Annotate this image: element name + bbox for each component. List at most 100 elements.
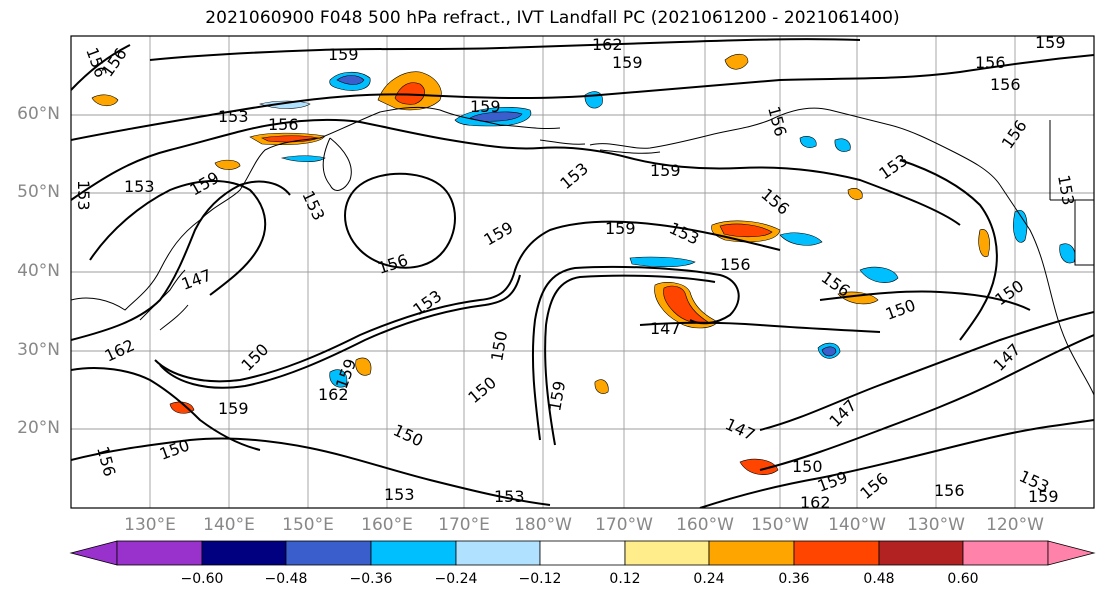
contour-label: 159 xyxy=(650,161,681,180)
lon-label-160e: 160°E xyxy=(361,515,413,535)
lon-label-180w: 180°W xyxy=(514,515,572,535)
contour-label: 159 xyxy=(218,399,249,418)
contour-label: 153 xyxy=(74,180,93,211)
colorbar-bin xyxy=(201,540,287,566)
contour-label: 156 xyxy=(934,481,965,500)
contour-label: 156 xyxy=(975,53,1006,72)
colorbar-bin xyxy=(878,540,964,566)
lat-label-60n: 60°N xyxy=(17,104,60,124)
contour-jet-2 xyxy=(154,220,781,383)
patch-blue-rockies1 xyxy=(1013,210,1028,243)
contour-label: 159 xyxy=(481,218,517,250)
contour-label: 153 xyxy=(556,159,592,193)
colorbar-tick-label: 0.12 xyxy=(609,571,641,587)
colorbar-bin xyxy=(116,540,203,566)
patch-lightblue-n xyxy=(259,100,311,109)
contour-150-sse xyxy=(759,334,1094,471)
contour-label: 156 xyxy=(764,104,790,138)
contour-label: 159 xyxy=(187,168,223,200)
contour-label: 156 xyxy=(93,444,119,478)
colorbar-tick-label: −0.12 xyxy=(518,571,562,587)
contour-label: 159 xyxy=(605,219,636,238)
contour-label: 159 xyxy=(328,45,359,64)
colorbar-tick-label: 0.24 xyxy=(693,571,725,587)
colorbar-bin xyxy=(455,540,541,566)
patch-navy-bering xyxy=(469,111,523,122)
contour-label: 159 xyxy=(545,379,569,412)
contour-153-arc xyxy=(89,180,267,296)
asia-coast xyxy=(71,106,561,311)
lon-label-150w: 150°W xyxy=(751,515,809,535)
contour-north-2 xyxy=(149,38,861,61)
contour-153-e xyxy=(819,290,1031,311)
contour-label: 153 xyxy=(124,177,155,196)
patch-blue-nw xyxy=(280,155,326,163)
contour-label: 156 xyxy=(375,250,410,278)
patch-navy-east3 xyxy=(821,346,837,357)
contour-156-ring xyxy=(344,172,456,269)
colorbar-extend-max xyxy=(1047,540,1096,566)
contour-label: 153 xyxy=(1054,173,1078,206)
colorbar-tick-label: −0.36 xyxy=(349,571,393,587)
patch-navy-okhotsk xyxy=(336,75,365,85)
contour-north-1 xyxy=(71,54,1094,141)
contour-jet-1 xyxy=(71,180,291,341)
contour-label: 159 xyxy=(470,97,501,116)
contour-trough-east-2 xyxy=(544,274,716,446)
lat-label-40n: 40°N xyxy=(17,261,60,281)
map-frame xyxy=(70,35,1095,509)
contour-label: 159 xyxy=(1028,487,1059,506)
colorbar-bin xyxy=(708,540,795,566)
contour-label: 153 xyxy=(666,218,702,248)
patch-blue-west2 xyxy=(329,369,348,388)
contour-jet-3 xyxy=(159,274,521,389)
patch-orange-sea2 xyxy=(724,53,749,70)
contour-labels: 159 162 159 156 156 153 156 159 159 153 … xyxy=(74,33,1078,512)
colorbar-bin xyxy=(539,540,626,566)
ca-border xyxy=(1049,120,1094,266)
kamchatka xyxy=(322,137,352,191)
lon-label-160w: 160°W xyxy=(676,515,734,535)
contour-label: 153 xyxy=(875,150,911,183)
contour-label: 147 xyxy=(825,396,860,431)
contour-trough-east xyxy=(531,265,740,441)
colorbar xyxy=(69,540,1096,566)
contour-label: 153 xyxy=(494,487,525,506)
colorbar-tick-label: 0.48 xyxy=(863,571,895,587)
contour-label: 162 xyxy=(800,493,831,512)
patch-orange-se xyxy=(594,379,609,394)
graticule xyxy=(71,36,1094,508)
lon-label-170w: 170°W xyxy=(595,515,653,535)
contour-label: 156 xyxy=(998,116,1031,152)
map-title: 2021060900 F048 500 hPa refract., IVT La… xyxy=(205,8,900,28)
contour-150-south xyxy=(71,437,551,506)
contour-147 xyxy=(639,321,881,333)
contour-label: 147 xyxy=(179,265,214,293)
patch-blue-ne3 xyxy=(779,232,823,246)
na-west-coast xyxy=(999,184,1094,396)
contour-label: 156 xyxy=(720,255,751,274)
contour-label: 150 xyxy=(487,329,511,362)
contour-label: 147 xyxy=(722,414,758,444)
contour-label: 153 xyxy=(384,485,415,504)
contour-156-ne xyxy=(899,159,998,341)
patch-blue-gulf3 xyxy=(834,138,851,152)
patch-blue-gulf2 xyxy=(799,136,817,148)
patch-blue-central xyxy=(629,256,696,268)
contour-label: 156 xyxy=(856,469,892,503)
lat-label-50n: 50°N xyxy=(17,182,60,202)
colorbar-tick-label: 0.60 xyxy=(947,571,979,587)
aleutians xyxy=(539,139,661,154)
lon-label-140w: 140°W xyxy=(828,515,886,535)
lon-label-120w: 120°W xyxy=(986,515,1044,535)
contour-label: 147 xyxy=(650,319,681,338)
contour-label: 150 xyxy=(991,276,1027,309)
contour-label: 159 xyxy=(612,53,643,72)
contour-label: 159 xyxy=(1035,33,1066,52)
coastlines xyxy=(71,106,1094,396)
colorbar-tick-label: −0.60 xyxy=(180,571,224,587)
colorbar-extend-min xyxy=(69,540,118,566)
patch-orange-west1 xyxy=(169,401,195,414)
patch-orange-rockies2 xyxy=(978,229,990,258)
